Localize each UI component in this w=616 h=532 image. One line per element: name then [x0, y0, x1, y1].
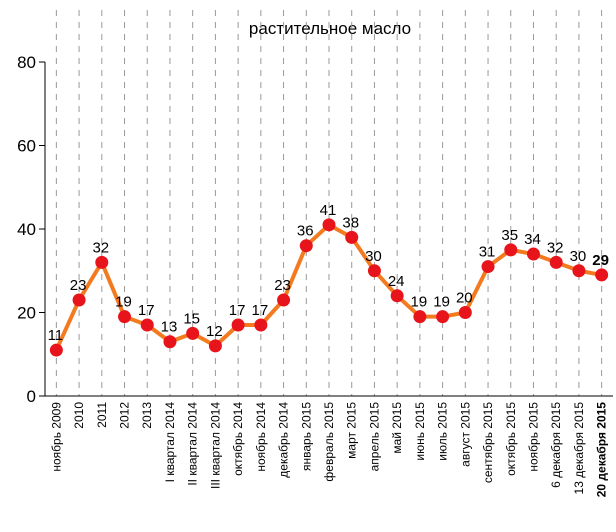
x-tick-label: 13 декабря 2015	[572, 402, 586, 495]
x-tick-label: 20 декабря 2015	[595, 402, 609, 498]
value-label: 19	[411, 294, 428, 311]
y-tick-label: 0	[27, 387, 36, 406]
marker	[345, 230, 359, 244]
marker	[549, 255, 563, 269]
value-label: 30	[570, 248, 587, 265]
marker	[367, 264, 381, 278]
marker	[95, 255, 109, 269]
marker	[504, 243, 518, 257]
marker	[595, 268, 609, 282]
value-label: 19	[115, 294, 132, 311]
value-label: 17	[138, 302, 155, 319]
marker	[526, 247, 540, 261]
x-tick-label: март 2015	[345, 402, 359, 459]
x-tick-label: май 2015	[390, 402, 404, 454]
x-tick-label: III квартал 2014	[208, 402, 222, 489]
value-label: 34	[524, 231, 541, 248]
x-tick-label: ноябрь 2009	[49, 402, 63, 472]
marker	[299, 239, 313, 253]
x-tick-label: 2011	[95, 402, 109, 428]
marker	[72, 293, 86, 307]
value-label: 35	[501, 227, 518, 244]
y-tick-label: 80	[17, 53, 36, 72]
marker	[458, 306, 472, 319]
value-label: 13	[161, 319, 178, 336]
x-tick-label: I квартал 2014	[163, 402, 177, 483]
value-label: 38	[342, 214, 359, 231]
y-tick-label: 40	[17, 220, 36, 239]
value-label: 32	[92, 239, 109, 256]
y-tick-label: 20	[17, 304, 36, 323]
marker	[277, 293, 291, 307]
x-tick-label: апрель 2015	[367, 402, 381, 472]
x-tick-label: октябрь 2014	[231, 402, 245, 476]
value-label: 12	[206, 323, 223, 340]
value-label: 19	[433, 294, 450, 311]
value-label: 23	[274, 277, 291, 294]
marker	[436, 310, 450, 324]
value-label: 36	[297, 223, 314, 240]
value-label: 30	[365, 248, 382, 265]
x-tick-label: декабрь 2014	[277, 402, 291, 478]
value-label: 17	[251, 302, 268, 319]
marker	[413, 310, 427, 324]
value-label: 15	[183, 310, 200, 327]
x-tick-label: октябрь 2015	[504, 402, 518, 476]
value-label: 29	[592, 252, 609, 269]
marker	[481, 260, 495, 274]
x-tick-label: 2012	[118, 402, 132, 429]
value-label: 17	[229, 302, 246, 319]
value-label: 11	[48, 327, 64, 344]
value-label: 41	[320, 202, 337, 219]
marker	[572, 264, 586, 278]
value-label: 20	[456, 290, 473, 307]
x-tick-label: январь 2015	[299, 402, 313, 471]
marker	[140, 318, 154, 332]
marker	[231, 318, 245, 332]
x-tick-label: август 2015	[458, 402, 472, 467]
y-tick-label: 60	[17, 137, 36, 156]
x-tick-label: июнь 2015	[413, 402, 427, 461]
value-label: 32	[547, 239, 564, 256]
value-label: 24	[388, 273, 405, 290]
x-tick-label: 2013	[140, 402, 154, 429]
x-tick-label: февраль 2015	[322, 402, 336, 482]
marker	[163, 335, 177, 349]
marker	[390, 289, 404, 303]
marker	[254, 318, 268, 332]
value-label: 23	[70, 277, 87, 294]
x-tick-label: сентябрь 2015	[481, 402, 495, 483]
x-tick-label: ноябрь 2015	[526, 402, 540, 472]
x-tick-label: июль 2015	[436, 402, 450, 461]
marker	[322, 218, 336, 232]
x-tick-label: 2010	[72, 402, 86, 429]
marker	[186, 326, 200, 340]
x-tick-label: ноябрь 2014	[254, 402, 268, 472]
marker	[118, 310, 132, 324]
marker	[49, 343, 63, 357]
marker	[208, 339, 222, 353]
x-tick-label: 6 декабря 2015	[549, 402, 563, 488]
x-tick-label: II квартал 2014	[186, 402, 200, 486]
chart-title: растительное масло	[249, 19, 411, 38]
value-label: 31	[479, 244, 496, 261]
